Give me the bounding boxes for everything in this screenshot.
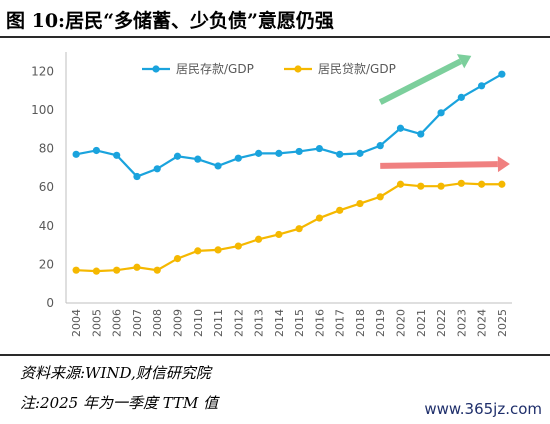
x-tick-label: 2005 <box>90 309 103 337</box>
x-tick-label: 2010 <box>192 309 205 337</box>
y-tick-label: 60 <box>39 180 54 194</box>
x-tick-label: 2019 <box>374 309 387 337</box>
x-tick-label: 2008 <box>151 309 164 337</box>
series-line <box>76 182 502 273</box>
data-point <box>173 254 182 263</box>
data-point <box>214 162 222 170</box>
y-tick-label: 20 <box>39 257 54 271</box>
data-point <box>173 152 182 160</box>
data-point <box>315 214 324 222</box>
x-tick-label: 2014 <box>273 309 286 337</box>
data-point <box>376 142 384 150</box>
legend-label: 居民贷款/GDP <box>318 62 396 76</box>
data-point <box>275 230 283 239</box>
data-point <box>153 165 161 173</box>
figure-title: 图 10:居民“多储蓄、少负债”意愿仍强 <box>6 10 334 32</box>
data-point <box>234 154 242 162</box>
x-tick-label: 2012 <box>232 309 245 337</box>
data-point <box>356 149 364 157</box>
data-point <box>396 124 405 132</box>
data-point <box>254 235 263 243</box>
footnote: 注:2025 年为一季度 TTM 值 <box>20 394 219 412</box>
trend-arrow-shaft <box>378 58 462 105</box>
data-point <box>336 150 344 158</box>
data-point <box>72 150 80 158</box>
series-line <box>75 73 503 178</box>
data-point <box>336 206 344 214</box>
data-point <box>194 247 202 255</box>
data-point <box>396 180 405 188</box>
data-point <box>234 242 242 250</box>
x-tick-label: 2007 <box>131 309 144 337</box>
data-point <box>194 155 202 163</box>
trend-arrow-head <box>456 54 472 69</box>
data-point <box>153 266 161 274</box>
data-point <box>72 266 80 274</box>
data-point <box>417 182 425 190</box>
x-tick-label: 2013 <box>253 309 266 337</box>
x-tick-label: 2006 <box>111 309 124 337</box>
data-point <box>295 225 303 233</box>
x-tick-label: 2023 <box>455 309 468 337</box>
x-tick-label: 2004 <box>70 309 83 337</box>
title-bar: 图 10:居民“多储蓄、少负债”意愿仍强 <box>0 0 550 38</box>
x-tick-label: 2015 <box>293 309 306 337</box>
data-point <box>498 180 506 188</box>
data-point <box>376 193 384 201</box>
data-point <box>498 70 506 78</box>
data-point <box>315 144 324 153</box>
x-tick-label: 2011 <box>212 309 225 337</box>
y-tick-label: 100 <box>31 103 54 117</box>
data-point <box>214 246 222 254</box>
data-point <box>477 82 486 90</box>
data-point <box>356 199 364 208</box>
x-tick-label: 2009 <box>172 309 185 337</box>
data-point <box>437 109 445 117</box>
legend-marker <box>152 65 160 73</box>
y-tick-label: 120 <box>31 64 54 78</box>
data-point <box>92 146 101 155</box>
data-point <box>254 149 263 157</box>
trend-arrow-shaft <box>380 161 498 169</box>
y-tick-label: 0 <box>46 296 54 310</box>
data-point <box>275 149 283 157</box>
x-tick-label: 2022 <box>435 309 448 337</box>
data-point <box>437 182 445 190</box>
x-tick-label: 2024 <box>476 309 489 337</box>
data-point <box>133 172 141 181</box>
watermark: www.365jz.com <box>424 400 542 418</box>
x-tick-label: 2016 <box>313 309 326 337</box>
x-tick-label: 2018 <box>354 309 367 337</box>
source-note: 资料来源:WIND,财信研究院 <box>20 364 211 382</box>
y-tick-label: 40 <box>39 219 54 233</box>
legend-marker <box>294 65 302 73</box>
trend-arrow-head <box>497 156 510 173</box>
legend-label: 居民存款/GDP <box>176 62 254 76</box>
chart-area: 0 20 40 60 80 100 120 2004 2005 2006 2007 2008 2009 2… <box>0 40 550 345</box>
data-point <box>295 147 303 156</box>
y-tick-label: 80 <box>39 142 54 156</box>
data-point <box>113 151 121 159</box>
x-tick-label: 2025 <box>496 309 509 337</box>
data-point <box>457 93 465 101</box>
x-tick-label: 2017 <box>334 309 347 337</box>
data-point <box>113 266 121 274</box>
data-point <box>457 179 465 187</box>
x-tick-label: 2020 <box>395 309 408 337</box>
data-point <box>417 130 425 138</box>
line-chart: 0 20 40 60 80 100 120 2004 2005 2006 2007 2008 2009 2… <box>31 52 512 337</box>
footer-divider <box>0 354 550 356</box>
data-point <box>477 180 486 188</box>
data-point <box>133 263 141 271</box>
data-point <box>92 267 101 275</box>
x-tick-label: 2021 <box>415 309 428 337</box>
